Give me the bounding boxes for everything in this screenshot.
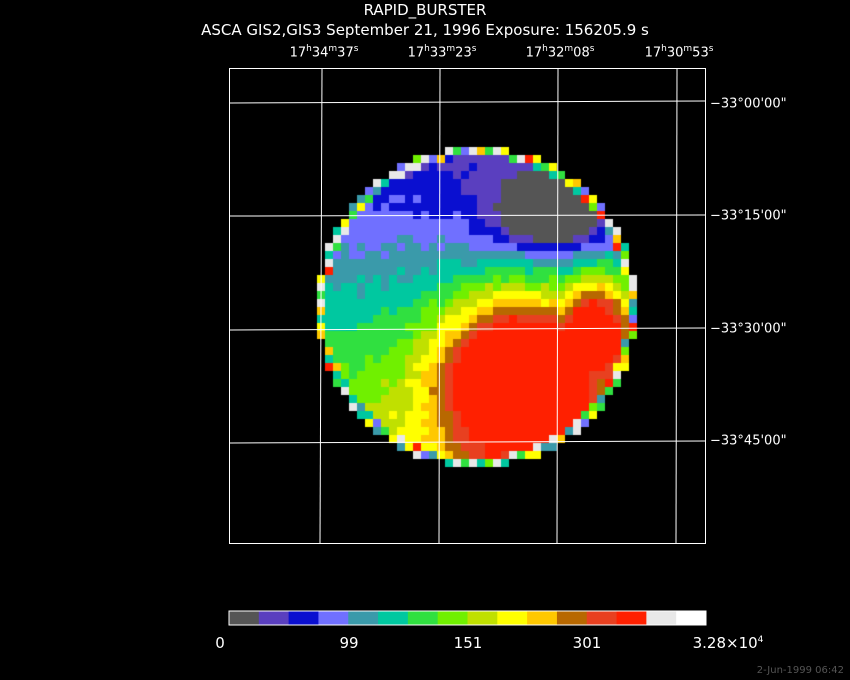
- dec-tick-label-0: −33°00'00": [710, 96, 787, 112]
- colorbar-segment: [229, 611, 260, 625]
- colorbar-border: [228, 610, 707, 626]
- intensity-map: [230, 69, 705, 543]
- ra-tick-label-3: 17h30m53s: [644, 44, 714, 61]
- colorbar-segment: [467, 611, 498, 625]
- colorbar-label-3: 301: [572, 634, 602, 652]
- colorbar-segment: [676, 611, 707, 625]
- colorbar-segment: [497, 611, 528, 625]
- colorbar-label-1: 99: [339, 634, 359, 652]
- ra-tick-label-0: 17h34m37s: [289, 44, 359, 61]
- colorbar-segment: [527, 611, 558, 625]
- colorbar-label-2: 151: [453, 634, 483, 652]
- colorbar-segment: [646, 611, 677, 625]
- colorbar-segment: [348, 611, 379, 625]
- colorbar-segment: [318, 611, 349, 625]
- colorbar-label-max: 3.28×104: [692, 634, 764, 652]
- dec-tick-label-3: −33°45'00": [710, 433, 787, 449]
- dec-tick-label-1: −33°15'00": [710, 208, 787, 224]
- colorbar-segment: [288, 611, 319, 625]
- ra-tick-label-1: 17h33m23s: [407, 44, 477, 61]
- colorbar-label-0: 0: [215, 634, 225, 652]
- image-plot-area: [229, 68, 706, 544]
- colorbar-segment: [407, 611, 439, 625]
- colorbar-segment: [586, 611, 618, 625]
- ra-tick-label-2: 17h32m08s: [525, 44, 595, 61]
- dec-tick-label-2: −33°30'00": [710, 321, 787, 337]
- colorbar-segment: [616, 611, 647, 625]
- colorbar-segment: [437, 611, 468, 625]
- colorbar-segment: [556, 611, 588, 625]
- colorbar-segment: [378, 611, 409, 625]
- chart-subtitle: ASCA GIS2,GIS3 September 21, 1996 Exposu…: [201, 21, 649, 39]
- chart-title: RAPID_BURSTER: [363, 1, 487, 19]
- timestamp: 2-Jun-1999 06:42: [756, 665, 844, 676]
- colorbar-segment: [258, 611, 290, 625]
